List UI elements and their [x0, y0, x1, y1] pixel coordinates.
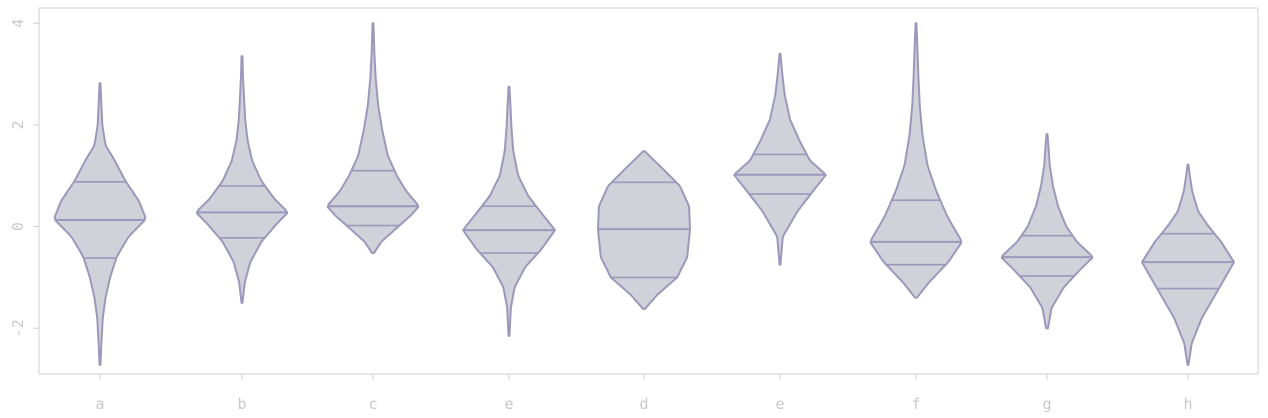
- violin-d-4: [597, 150, 691, 310]
- x-tick-label: b: [237, 395, 246, 413]
- violin-f-6: [869, 22, 963, 299]
- violin-body: [597, 150, 691, 310]
- violins: [53, 22, 1235, 366]
- x-tick-label: c: [368, 395, 377, 413]
- violin-body: [733, 52, 827, 266]
- violin-body: [53, 82, 147, 366]
- y-tick: -2: [9, 319, 39, 337]
- x-tick-label: d: [639, 395, 648, 413]
- y-tick: 0: [9, 222, 39, 231]
- violin-body: [196, 55, 288, 304]
- x-tick: c: [368, 374, 378, 413]
- x-tick-label: a: [95, 395, 104, 413]
- x-tick-label: h: [1183, 395, 1192, 413]
- violin-body: [1000, 133, 1094, 330]
- y-tick-label: 4: [9, 19, 27, 28]
- x-tick-label: e: [504, 395, 513, 413]
- y-tick: 2: [9, 120, 39, 129]
- violin-h-8: [1141, 163, 1235, 366]
- x-tick: b: [237, 374, 247, 413]
- x-tick: e: [775, 374, 785, 413]
- x-tick-label: f: [911, 395, 920, 413]
- violin-body: [462, 85, 556, 337]
- x-tick: e: [504, 374, 514, 413]
- x-tick-label: g: [1042, 395, 1051, 413]
- x-tick: a: [95, 374, 105, 413]
- violin-c-2: [326, 22, 420, 255]
- violin-body: [1141, 163, 1235, 366]
- y-tick-label: -2: [9, 319, 27, 337]
- violin-a-0: [53, 82, 147, 366]
- violin-e-3: [462, 85, 556, 337]
- violin-g-7: [1000, 133, 1094, 330]
- y-tick: 4: [9, 19, 39, 28]
- y-tick-label: 2: [9, 120, 27, 129]
- violin-b-1: [196, 55, 288, 304]
- x-tick: d: [639, 374, 649, 413]
- y-ticks: -2 0 2 4: [9, 19, 39, 337]
- violin-e-5: [733, 52, 827, 266]
- x-tick: h: [1183, 374, 1193, 413]
- violin-body: [326, 22, 420, 255]
- x-tick: g: [1042, 374, 1052, 413]
- x-tick-label: e: [775, 395, 784, 413]
- violin-body: [869, 22, 963, 299]
- x-tick: f: [911, 374, 921, 413]
- y-tick-label: 0: [9, 222, 27, 231]
